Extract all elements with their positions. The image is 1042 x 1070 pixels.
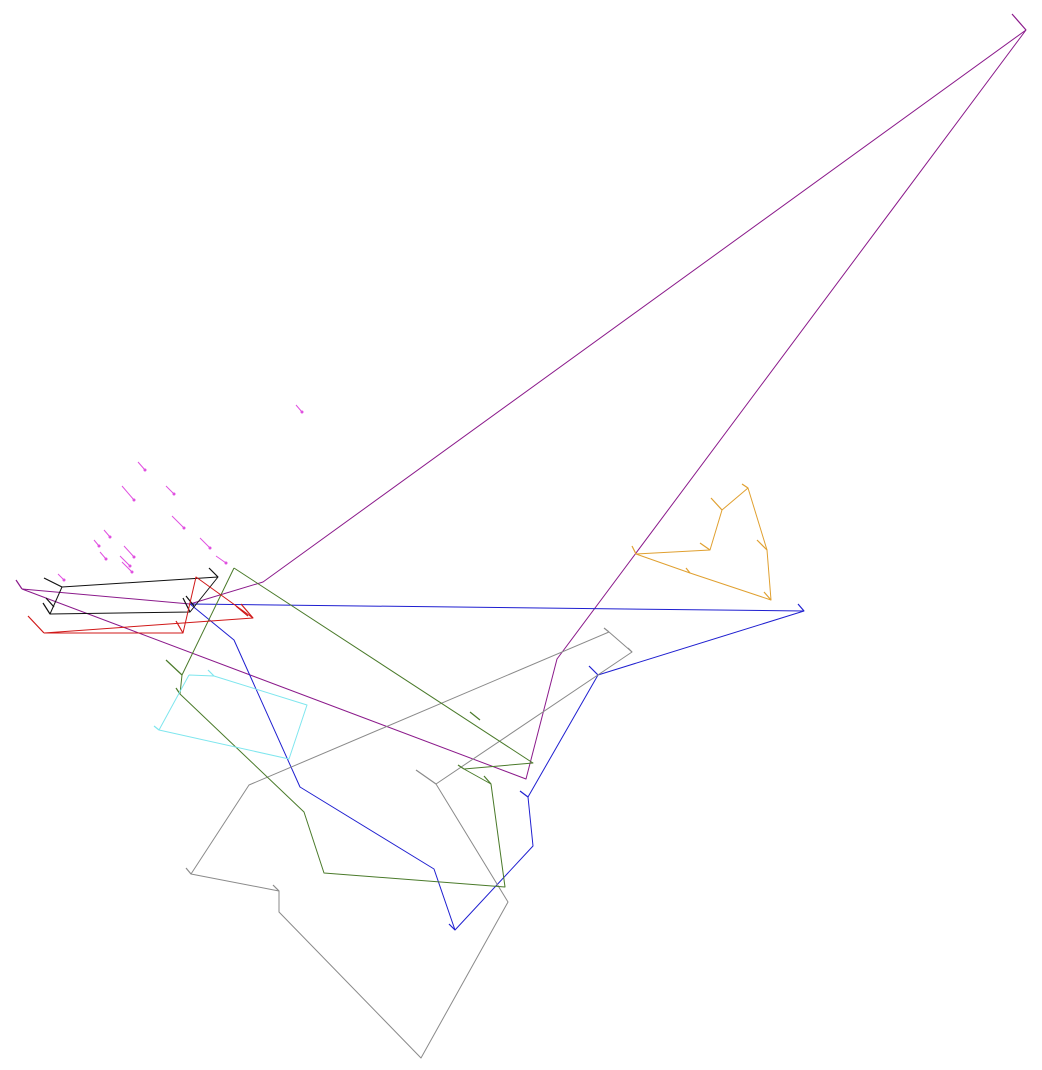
cyan-track [153,669,308,760]
marker-tick [123,545,135,558]
red-track-line [43,576,254,634]
gray-track-tick [415,769,437,785]
orange-track [631,483,772,601]
blue-track-tick [519,790,529,798]
marker-tick [199,537,211,549]
marker-point [62,578,66,582]
marker-point [208,546,212,550]
marker-tick [215,555,227,564]
red-track [27,576,254,634]
black-track-tick [45,597,55,608]
black-track-tick [43,577,63,588]
marker-point [108,535,112,539]
orange-track-line [635,487,772,601]
green-track-tick [457,764,465,770]
marker-point [97,544,101,548]
black-track-tick [208,567,219,578]
black-track-tick [42,602,51,615]
blue-track-tick [797,603,805,612]
gray-track-tick [603,627,610,633]
gray-track-tick [272,884,280,892]
marker-tick [295,404,303,413]
green-track-line [179,567,534,888]
magenta-markers [57,404,304,582]
purple-track-tick [1011,13,1027,31]
marker-tick [103,529,111,538]
marker-point [128,564,132,568]
blue-track [189,603,805,931]
orange-track-tick [741,483,749,489]
marker-point [104,557,108,561]
cyan-track-tick [153,725,160,731]
blue-track-line [189,603,805,931]
red-track-tick [240,603,254,619]
marker-tick [121,561,133,573]
marker-point [130,570,134,574]
marker-tick [99,551,107,560]
marker-tick [119,555,131,567]
orange-track-tick [756,539,768,551]
marker-point [172,492,176,496]
marker-point [143,468,147,472]
gray-track-tick [185,867,192,875]
red-track-tick [235,605,249,617]
red-track-tick [27,615,45,634]
gray-track-line [190,631,633,1059]
marker-tick [165,485,175,495]
marker-point [300,410,304,414]
marker-point [132,555,136,559]
green-track-tick [165,659,183,676]
green-track [165,567,534,888]
black-track [42,567,219,615]
marker-tick [121,485,135,501]
orange-track-tick [685,567,691,574]
cyan-track-tick [207,669,215,677]
marker-point [224,561,228,565]
green-track-tick [483,775,492,785]
marker-tick [171,515,185,529]
blue-track-tick [588,665,599,676]
purple-track-tick [15,579,23,590]
marker-tick [137,461,146,471]
orange-track-tick [763,591,772,601]
green-track-tick [469,711,481,721]
marker-point [182,526,186,530]
orange-track-tick [699,542,711,551]
red-track-tick [175,620,184,634]
orange-track-tick [631,545,637,555]
gray-track [185,627,633,1059]
orange-track-tick [710,497,723,511]
gray-track-tick [627,647,633,653]
marker-point [132,498,136,502]
cyan-track-line [158,674,308,760]
blue-track-tick [448,923,456,931]
